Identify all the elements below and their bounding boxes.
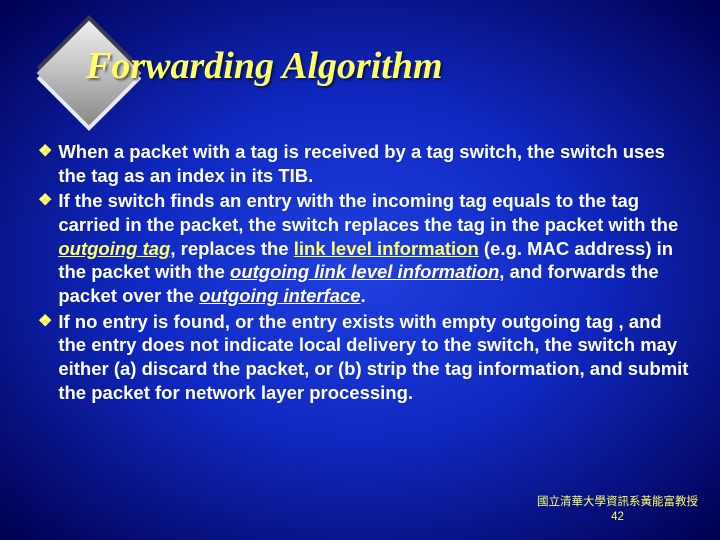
footer-credit: 國立清華大學資訊系黃能富教授 bbox=[537, 495, 698, 509]
bullet-item: ❖ If the switch finds an entry with the … bbox=[38, 189, 692, 307]
emph-outgoing-lli: outgoing link level information bbox=[230, 261, 499, 282]
slide-title: Forwarding Algorithm bbox=[86, 44, 700, 88]
bullet-text: If the switch finds an entry with the in… bbox=[58, 189, 692, 307]
bullet-item: ❖ If no entry is found, or the entry exi… bbox=[38, 310, 692, 405]
slide-body: ❖ When a packet with a tag is received b… bbox=[38, 140, 692, 406]
emph-outgoing-iface: outgoing interface bbox=[199, 285, 360, 306]
page-number: 42 bbox=[537, 510, 698, 524]
text-run: . bbox=[361, 285, 366, 306]
slide-footer: 國立清華大學資訊系黃能富教授 42 bbox=[537, 495, 698, 524]
highlight-link-level-info: link level information bbox=[294, 238, 479, 259]
highlight-outgoing-tag: outgoing tag bbox=[58, 238, 170, 259]
text-run: If no entry is found, or the entry exist… bbox=[58, 311, 688, 403]
text-run: If the switch finds an entry with the in… bbox=[58, 190, 678, 235]
bullet-item: ❖ When a packet with a tag is received b… bbox=[38, 140, 692, 187]
bullet-icon: ❖ bbox=[38, 312, 52, 405]
text-run: When a packet with a tag is received by … bbox=[58, 141, 665, 186]
bullet-text: When a packet with a tag is received by … bbox=[58, 140, 692, 187]
bullet-icon: ❖ bbox=[38, 142, 52, 187]
text-run: , replaces the bbox=[170, 238, 293, 259]
bullet-text: If no entry is found, or the entry exist… bbox=[58, 310, 692, 405]
bullet-icon: ❖ bbox=[38, 191, 52, 307]
